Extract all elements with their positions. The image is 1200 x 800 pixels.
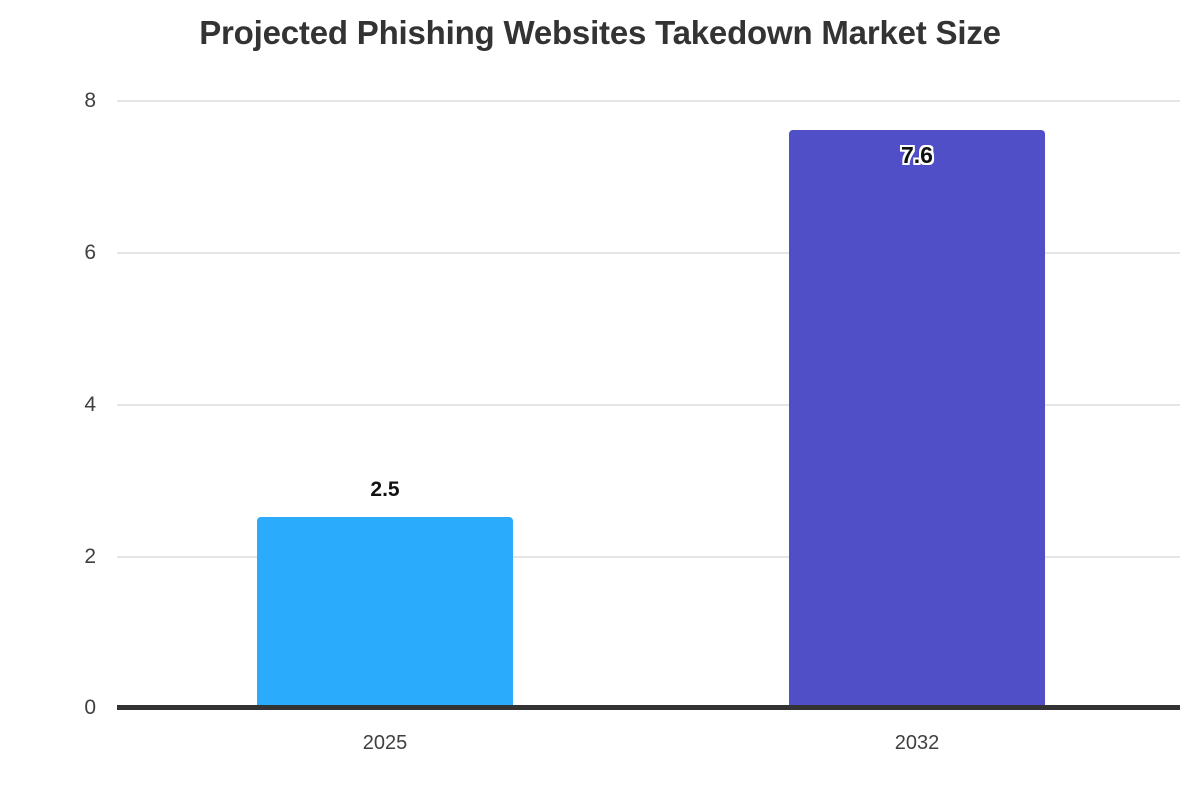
x-axis-line <box>117 705 1180 710</box>
y-tick-label-2: 2 <box>84 545 96 568</box>
y-tick-label-0: 0 <box>84 696 96 719</box>
y-tick-label-6: 6 <box>84 241 96 264</box>
gridline-2 <box>117 556 1180 558</box>
y-axis-tick-labels: 8 6 4 2 0 <box>21 0 96 800</box>
bar-2032[interactable] <box>789 130 1045 707</box>
bar-2025[interactable] <box>257 517 513 707</box>
gridline-4 <box>117 404 1180 406</box>
gridline-8 <box>117 100 1180 102</box>
plot-area <box>117 100 1180 707</box>
y-tick-label-8: 8 <box>84 89 96 112</box>
x-tick-label-2025: 2025 <box>362 732 408 754</box>
gridline-6 <box>117 252 1180 254</box>
x-tick-label-2032: 2032 <box>894 732 940 754</box>
data-label-2025: 2.5 <box>370 478 400 501</box>
y-tick-label-4: 4 <box>84 393 96 416</box>
data-label-2032: 7.6 <box>901 142 933 168</box>
chart-title: Projected Phishing Websites Takedown Mar… <box>199 14 1001 51</box>
